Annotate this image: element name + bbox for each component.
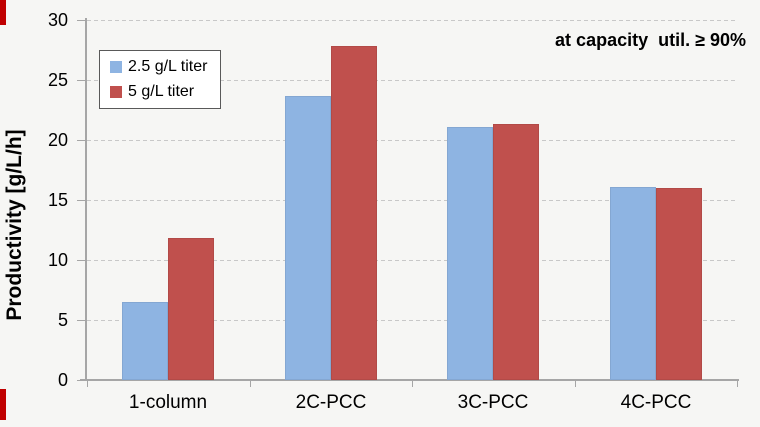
y-tick-mark-30 xyxy=(77,20,86,21)
bar-3C-PCC-5-g-L-titer xyxy=(493,124,539,380)
x-category-label-4C-PCC: 4C-PCC xyxy=(620,392,692,413)
legend-label-blue: 2.5 g/L titer xyxy=(128,58,208,75)
gridline-y-30 xyxy=(87,20,737,21)
y-tick-label-10: 10 xyxy=(47,250,68,270)
legend-label-red: 5 g/L titer xyxy=(128,83,195,100)
y-tick-mark-0 xyxy=(77,380,86,381)
bar-1-column-5-g-L-titer xyxy=(168,238,214,380)
legend-swatch-blue xyxy=(110,61,122,73)
bar-4C-PCC-5-g-L-titer xyxy=(656,188,702,380)
y-tick-label-15: 15 xyxy=(47,190,68,210)
y-tick-mark-25 xyxy=(77,80,86,81)
red-edge-mark-bottom xyxy=(0,389,6,420)
x-category-label-2C-PCC: 2C-PCC xyxy=(295,392,367,413)
gridline-y-20 xyxy=(87,140,737,141)
x-tick-mark-0 xyxy=(87,380,88,387)
gridline-y-10 xyxy=(87,260,737,261)
y-axis-line xyxy=(85,18,87,380)
y-tick-label-5: 5 xyxy=(57,310,68,330)
bar-3C-PCC-2.5-g-L-titer xyxy=(447,127,493,380)
x-category-label-3C-PCC: 3C-PCC xyxy=(457,392,529,413)
x-category-label-1-column: 1-column xyxy=(128,392,208,413)
y-tick-mark-5 xyxy=(77,320,86,321)
y-tick-label-30: 30 xyxy=(47,10,68,30)
gridline-y-15 xyxy=(87,200,737,201)
y-tick-mark-15 xyxy=(77,200,86,201)
bar-2C-PCC-2.5-g-L-titer xyxy=(285,96,331,380)
gridline-y-25 xyxy=(87,80,737,81)
legend-item-blue: 2.5 g/L titer xyxy=(110,58,207,76)
bar-2C-PCC-5-g-L-titer xyxy=(331,46,377,380)
x-tick-mark-3 xyxy=(575,380,576,387)
legend-swatch-red xyxy=(110,86,122,98)
y-axis-title: Productivity [g/L/h] xyxy=(3,129,26,321)
y-tick-label-0: 0 xyxy=(57,370,68,390)
gridline-y-5 xyxy=(87,320,737,321)
y-tick-label-25: 25 xyxy=(47,70,68,90)
x-axis-line xyxy=(80,379,739,381)
bar-4C-PCC-2.5-g-L-titer xyxy=(610,187,656,380)
legend: 2.5 g/L titer 5 g/L titer xyxy=(99,50,222,109)
legend-item-red: 5 g/L titer xyxy=(110,83,207,101)
chart-annotation: at capacity util. ≥ 90% xyxy=(555,30,746,50)
x-tick-mark-4 xyxy=(737,380,738,387)
y-tick-mark-20 xyxy=(77,140,86,141)
bar-1-column-2.5-g-L-titer xyxy=(122,302,168,380)
y-tick-mark-10 xyxy=(77,260,86,261)
red-edge-mark-top xyxy=(0,0,6,25)
x-tick-mark-1 xyxy=(250,380,251,387)
x-tick-mark-2 xyxy=(412,380,413,387)
y-tick-label-20: 20 xyxy=(47,130,68,150)
